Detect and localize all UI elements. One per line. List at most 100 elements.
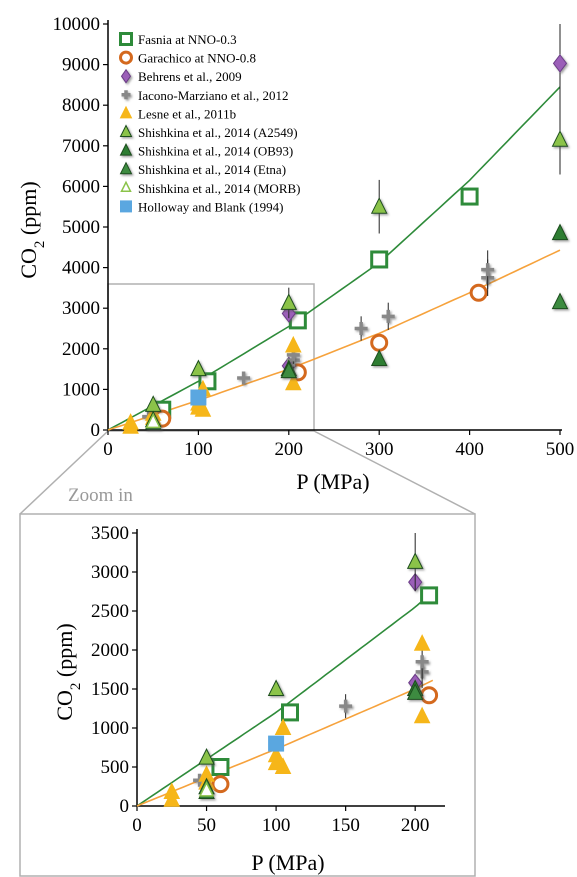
zoom-point-9 <box>268 735 285 752</box>
zoom-fit-curve-1 <box>136 679 434 807</box>
main-point-6 <box>370 349 388 366</box>
legend-marker-5 <box>119 124 133 137</box>
main-y-tick-label: 3000 <box>62 298 100 319</box>
zoom-x-tick-label: 100 <box>262 815 291 836</box>
main-point-4 <box>285 335 302 353</box>
zoom-point-7 <box>406 683 424 700</box>
legend-marker-0 <box>119 32 133 46</box>
main-y-tick-label: 7000 <box>62 136 100 157</box>
main-point-3 <box>381 309 395 323</box>
main-y-axis-label: CO2 (ppm) <box>16 181 48 278</box>
zoom-point-4 <box>274 718 292 735</box>
main-point-5 <box>370 197 388 214</box>
zoom-y-tick-label: 1500 <box>91 679 129 700</box>
main-point-4 <box>285 373 302 391</box>
zoom-y-tick-label: 2000 <box>91 640 129 661</box>
main-fit-curve-0 <box>107 86 561 431</box>
legend-entry-6: Shishkina et al., 2014 (OB93) <box>138 144 293 159</box>
zoom-point-4 <box>267 745 285 763</box>
zoom-data-points <box>163 533 439 807</box>
main-axes: 0 100 200 300 400 500010002000300040005000600… <box>53 14 575 460</box>
legend: Fasnia at NNO-0.3 Garachico at NNO-0.8 Beh… <box>119 32 301 214</box>
main-x-tick-label: 500 <box>546 439 575 460</box>
legend-marker-3 <box>121 90 131 100</box>
main-fit-curve-1 <box>107 249 561 431</box>
zoom-y-axis-label: CO2 (ppm) <box>52 623 84 720</box>
zoom-point-5 <box>198 748 215 765</box>
zoom-point-4 <box>413 706 431 724</box>
legend-marker-2 <box>120 68 132 84</box>
zoom-x-axis-label: P (MPa) <box>251 850 324 875</box>
legend-entry-8: Shishkina et al., 2014 (MORB) <box>138 181 301 196</box>
zoom-point-4 <box>274 757 292 774</box>
legend-marker-7 <box>119 161 133 175</box>
zoom-x-tick-label: 200 <box>401 815 430 836</box>
main-point-2 <box>552 54 568 73</box>
zoom-y-tick-label: 500 <box>101 757 130 778</box>
legend-marker-1 <box>119 50 133 65</box>
main-x-tick-label: 300 <box>365 439 394 460</box>
main-point-6 <box>551 223 569 241</box>
zoom-y-tick-label: 3000 <box>91 562 129 583</box>
main-y-tick-label: 5000 <box>62 217 100 238</box>
main-x-tick-label: 0 <box>103 439 113 460</box>
zoom-y-tick-label: 3500 <box>91 523 129 544</box>
legend-marker-9 <box>120 200 132 213</box>
main-point-5 <box>190 359 207 377</box>
zoom-y-tick-label: 2500 <box>91 601 129 622</box>
zoom-point-1 <box>211 775 230 794</box>
main-x-tick-label: 400 <box>455 439 484 460</box>
main-data-points <box>122 24 569 434</box>
main-point-3 <box>354 322 368 335</box>
main-point-5 <box>280 293 298 310</box>
zoom-x-tick-label: 0 <box>132 815 142 836</box>
main-point-3 <box>481 263 495 277</box>
legend-marker-8 <box>120 180 132 193</box>
main-y-tick-label: 9000 <box>62 55 100 76</box>
zoom-chart-panel: 0 50 100 150 2000500100015002000250030003500… <box>52 523 445 875</box>
zoom-y-tick-label: 1000 <box>91 718 129 739</box>
main-y-tick-label: 8000 <box>62 95 100 116</box>
main-chart-panel: 0 100 200 300 400 500010002000300040005000600… <box>16 14 574 494</box>
zoom-x-tick-label: 150 <box>331 815 360 836</box>
zoom-y-tick-label: 0 <box>120 796 130 817</box>
legend-entry-3: Iacono-Marziano et al., 2012 <box>138 88 289 103</box>
zoom-point-3 <box>339 699 353 713</box>
zoom-point-5 <box>267 679 285 696</box>
main-y-tick-label: 1000 <box>62 379 100 400</box>
legend-entry-1: Garachico at NNO-0.8 <box>138 51 256 66</box>
zoom-point-0 <box>420 586 439 605</box>
zoom-in-label: Zoom in <box>68 485 133 506</box>
legend-entry-4: Lesne et al., 2011b <box>138 106 236 121</box>
zoom-connector: Zoom in <box>19 283 476 877</box>
main-x-tick-label: 200 <box>275 439 304 460</box>
zoom-point-4 <box>413 634 431 651</box>
legend-marker-4 <box>119 105 133 119</box>
zoom-connector-left <box>19 430 109 515</box>
main-point-7 <box>280 361 298 379</box>
main-x-tick-label: 100 <box>184 439 213 460</box>
zoom-point-4 <box>163 782 181 799</box>
zoom-point-0 <box>211 758 230 776</box>
main-point-3 <box>237 371 251 385</box>
zoom-point-3 <box>415 655 429 669</box>
main-point-1 <box>469 283 488 302</box>
legend-entry-7: Shishkina et al., 2014 (Etna) <box>138 162 286 177</box>
main-fit-curves <box>107 86 561 431</box>
zoom-point-0 <box>281 703 299 722</box>
legend-entry-0: Fasnia at NNO-0.3 <box>138 32 237 47</box>
main-point-7 <box>551 292 569 310</box>
main-y-tick-label: 4000 <box>62 258 100 279</box>
main-point-0 <box>370 250 389 269</box>
main-y-tick-label: 0 <box>91 420 101 441</box>
legend-entry-2: Behrens et al., 2009 <box>138 69 242 84</box>
main-x-axis-label: P (MPa) <box>296 469 369 494</box>
main-point-0 <box>460 187 479 206</box>
zoom-point-8 <box>198 781 215 797</box>
main-point-5 <box>551 130 569 147</box>
main-y-tick-label: 10000 <box>53 14 101 35</box>
legend-entry-5: Shishkina et al., 2014 (A2549) <box>138 125 298 140</box>
main-y-tick-label: 6000 <box>62 176 100 197</box>
main-point-4 <box>122 413 139 430</box>
